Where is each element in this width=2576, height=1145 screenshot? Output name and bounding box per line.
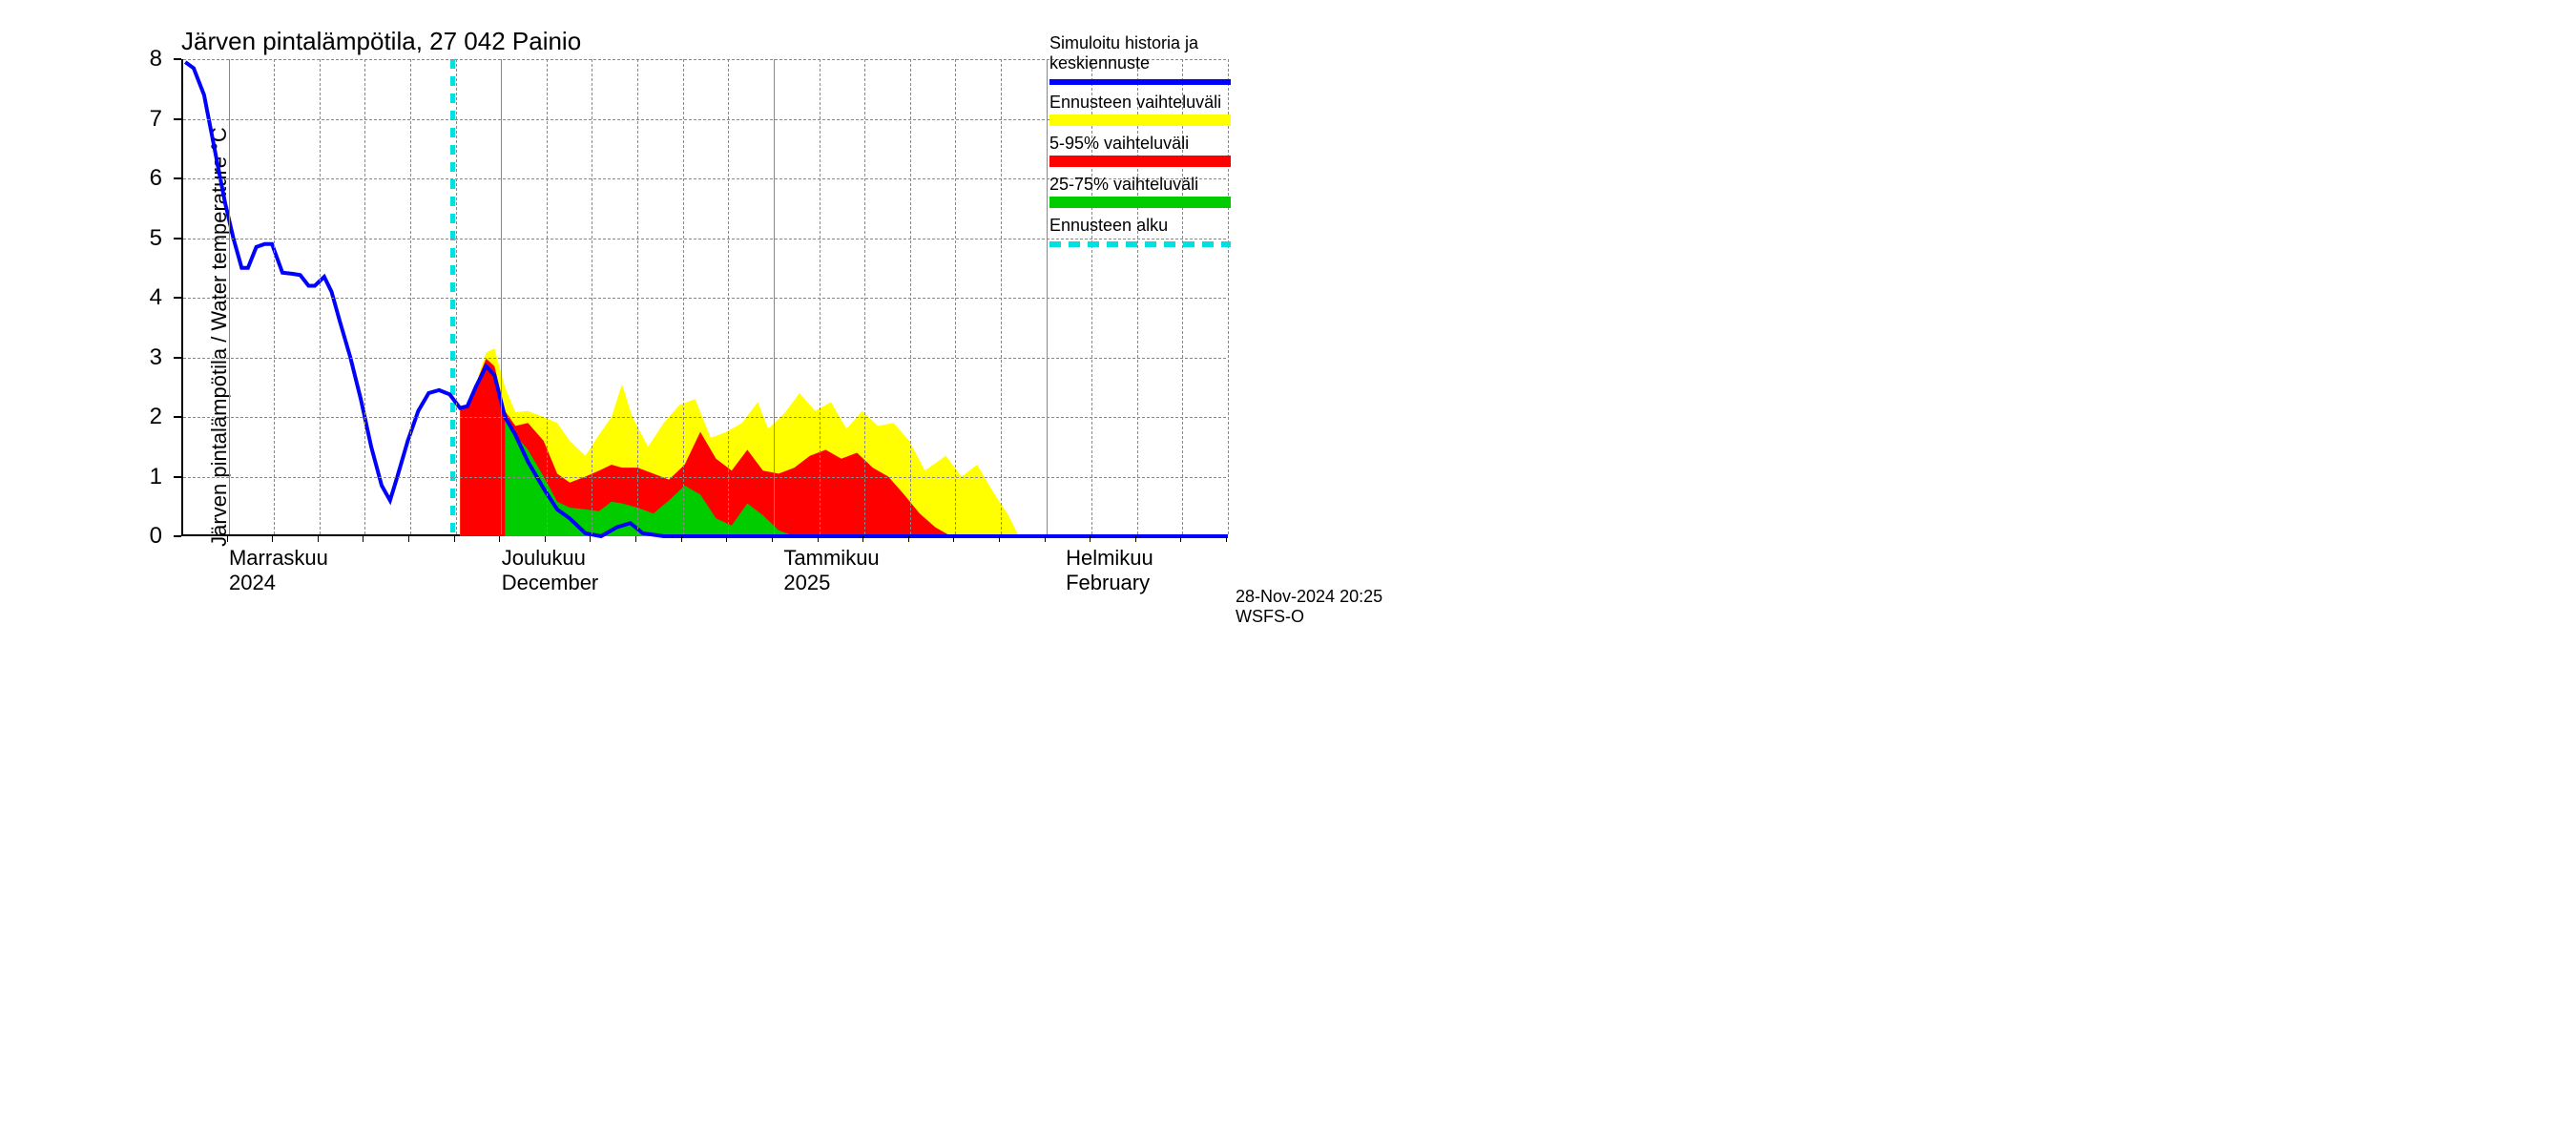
x-month-label: Tammikuu bbox=[783, 546, 879, 571]
y-tick bbox=[174, 476, 181, 478]
x-tick bbox=[953, 536, 954, 542]
x-tick bbox=[408, 536, 409, 542]
grid-line bbox=[1001, 59, 1002, 534]
grid-line bbox=[456, 59, 457, 534]
grid-line bbox=[501, 59, 502, 534]
legend-swatch bbox=[1049, 197, 1231, 208]
x-month-label: Marraskuu bbox=[229, 546, 328, 571]
grid-line bbox=[910, 59, 911, 534]
grid-line bbox=[183, 358, 1226, 359]
y-tick-label: 1 bbox=[114, 464, 162, 490]
x-tick bbox=[818, 536, 819, 542]
legend-label: Simuloitu historia ja keskiennuste bbox=[1049, 33, 1231, 73]
legend: Simuloitu historia ja keskiennuste Ennust… bbox=[1049, 33, 1231, 255]
y-tick bbox=[174, 297, 181, 299]
grid-line bbox=[183, 298, 1226, 299]
legend-swatch bbox=[1049, 114, 1231, 126]
x-tick bbox=[1226, 536, 1227, 542]
legend-swatch bbox=[1049, 79, 1231, 85]
legend-swatch bbox=[1049, 156, 1231, 167]
x-tick bbox=[590, 536, 591, 542]
grid-line bbox=[728, 59, 729, 534]
y-tick-label: 7 bbox=[114, 106, 162, 133]
grid-line bbox=[683, 59, 684, 534]
grid-line bbox=[820, 59, 821, 534]
grid-line bbox=[274, 59, 275, 534]
chart-container: Järven pintalämpötila / Water temperatur… bbox=[19, 19, 1431, 630]
x-tick bbox=[1045, 536, 1046, 542]
grid-line bbox=[229, 59, 230, 534]
x-month-label2: February bbox=[1066, 571, 1150, 595]
y-tick-label: 2 bbox=[114, 404, 162, 430]
y-tick bbox=[174, 238, 181, 239]
grid-line bbox=[320, 59, 321, 534]
y-tick bbox=[174, 118, 181, 120]
x-tick bbox=[999, 536, 1000, 542]
y-tick-label: 4 bbox=[114, 284, 162, 311]
x-month-label2: 2024 bbox=[229, 571, 276, 595]
y-tick bbox=[174, 58, 181, 60]
x-tick bbox=[499, 536, 500, 542]
x-tick bbox=[1135, 536, 1136, 542]
y-tick-label: 6 bbox=[114, 165, 162, 192]
x-month-label2: 2025 bbox=[783, 571, 830, 595]
x-tick bbox=[726, 536, 727, 542]
grid-line bbox=[547, 59, 548, 534]
x-tick bbox=[454, 536, 455, 542]
legend-label: Ennusteen vaihteluväli bbox=[1049, 93, 1231, 113]
y-tick bbox=[174, 357, 181, 359]
y-tick-label: 3 bbox=[114, 344, 162, 371]
x-tick bbox=[1090, 536, 1091, 542]
x-tick bbox=[681, 536, 682, 542]
legend-label: 5-95% vaihteluväli bbox=[1049, 134, 1231, 154]
grid-line bbox=[410, 59, 411, 534]
y-tick bbox=[174, 535, 181, 537]
x-tick bbox=[227, 536, 228, 542]
x-tick bbox=[1180, 536, 1181, 542]
grid-line bbox=[364, 59, 365, 534]
x-month-label2: December bbox=[502, 571, 598, 595]
grid-line bbox=[1047, 59, 1048, 534]
y-tick bbox=[174, 416, 181, 418]
x-tick bbox=[772, 536, 773, 542]
x-month-label: Helmikuu bbox=[1066, 546, 1153, 571]
y-tick-label: 8 bbox=[114, 46, 162, 73]
x-tick bbox=[318, 536, 319, 542]
x-tick bbox=[862, 536, 863, 542]
y-tick-label: 0 bbox=[114, 523, 162, 550]
grid-line bbox=[774, 59, 775, 534]
x-tick bbox=[908, 536, 909, 542]
y-tick-label: 5 bbox=[114, 225, 162, 252]
x-tick bbox=[635, 536, 636, 542]
grid-line bbox=[183, 477, 1226, 478]
grid-line bbox=[955, 59, 956, 534]
timestamp: 28-Nov-2024 20:25 WSFS-O bbox=[1236, 587, 1431, 627]
grid-line bbox=[637, 59, 638, 534]
grid-line bbox=[864, 59, 865, 534]
legend-label: 25-75% vaihteluväli bbox=[1049, 175, 1231, 195]
x-tick bbox=[545, 536, 546, 542]
x-tick bbox=[272, 536, 273, 542]
y-tick bbox=[174, 177, 181, 179]
x-month-label: Joulukuu bbox=[502, 546, 586, 571]
grid-line bbox=[183, 417, 1226, 418]
legend-swatch bbox=[1049, 241, 1231, 247]
legend-label: Ennusteen alku bbox=[1049, 216, 1231, 236]
x-tick bbox=[363, 536, 364, 542]
chart-title: Järven pintalämpötila, 27 042 Painio bbox=[181, 27, 581, 56]
